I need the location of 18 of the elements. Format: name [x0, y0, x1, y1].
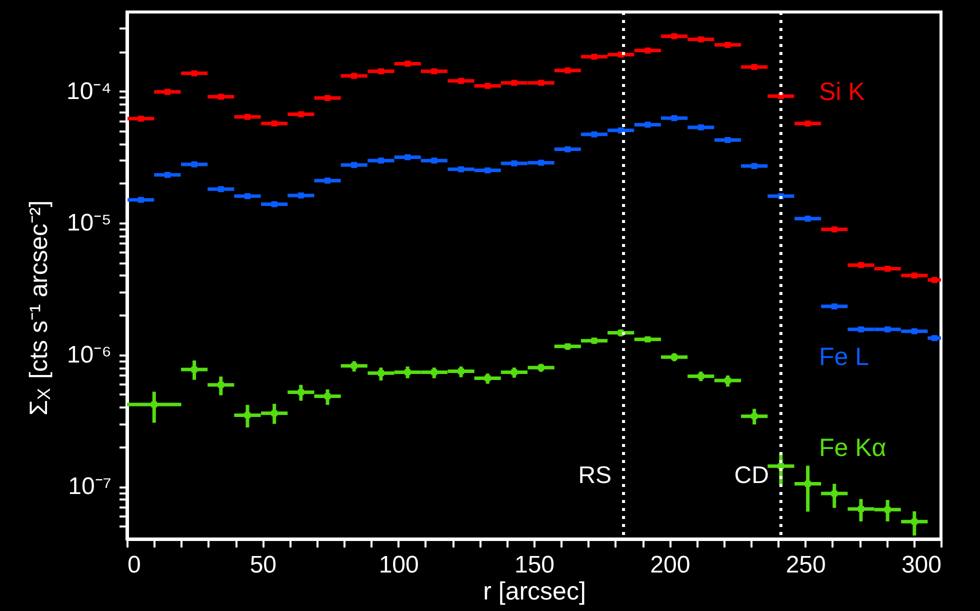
x-tick-label: 200	[650, 552, 690, 578]
x-tick-label: 0	[128, 552, 141, 578]
y-tick-label: 10⁻⁴	[66, 78, 112, 105]
ref-line-label: RS	[578, 462, 612, 489]
series-label: Fe Kα	[819, 434, 886, 462]
x-tick-label: 300	[901, 552, 942, 578]
x-axis-title: r [arcsec]	[483, 578, 586, 606]
series-label: Fe L	[819, 343, 870, 371]
x-tick-label: 100	[378, 552, 419, 578]
series-label: Si K	[819, 78, 866, 106]
x-tick-label: 150	[514, 552, 555, 578]
x-tick-label: 250	[786, 552, 826, 578]
y-tick-label: 10⁻⁵	[66, 210, 112, 237]
x-tick-label: 50	[250, 552, 277, 578]
ref-line-label: CD	[734, 462, 769, 489]
y-tick-label: 10⁻⁶	[66, 341, 112, 368]
y-axis-title: ΣX [cts s⁻¹ arcsec⁻²]	[25, 200, 54, 416]
y-tick-label: 10⁻⁷	[68, 473, 112, 500]
